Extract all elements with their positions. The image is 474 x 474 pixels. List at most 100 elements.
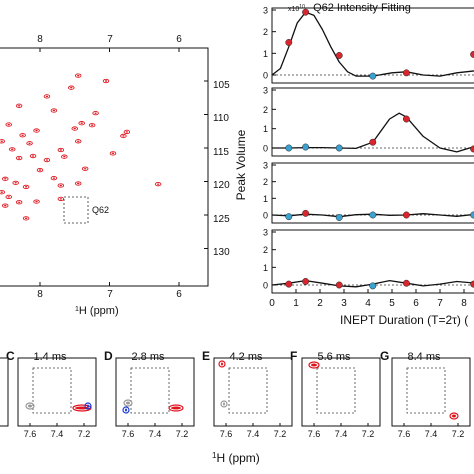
spectrum-peak	[12, 180, 19, 185]
slices-xlabel-sup: 1	[212, 451, 217, 460]
q62-box	[63, 196, 89, 224]
spectrum-peak	[2, 203, 9, 208]
slice-tick-label: 7.2	[176, 429, 189, 439]
spectrum-peak-core	[94, 112, 97, 114]
positive-point	[335, 281, 343, 289]
fit-curve	[271, 11, 474, 77]
slice-peak-core	[311, 363, 317, 367]
slice-letter: C	[6, 349, 15, 363]
negative-point	[369, 282, 377, 290]
spectrum-xtick-7-bottom: 7	[107, 289, 113, 300]
slice-panels: C 1.4 ms 7.6 7.4 7.2 D 2.8 ms 7.6 7.4 7.2 E 4.2 ms 7…	[0, 349, 471, 439]
positive-point	[285, 280, 293, 288]
spectrum-peak-core	[77, 182, 80, 185]
slice-zoom-box	[316, 367, 356, 414]
spectrum-ytick-130: 130	[213, 247, 230, 258]
slice-peak-core	[452, 414, 456, 418]
spectrum-peak	[5, 122, 12, 127]
spectrum-frame	[0, 47, 209, 287]
spectrum-peak-core	[21, 134, 24, 136]
negative-point	[470, 211, 474, 219]
spectrum-peak-core	[63, 156, 66, 158]
spectrum-peak-core	[122, 135, 125, 137]
spectrum-peak-core	[90, 124, 94, 126]
spectrum-peak-core	[17, 157, 21, 159]
spectrum-ytick-120: 120	[213, 180, 230, 191]
fitting-ytick-label: 2	[263, 105, 268, 115]
slice-peak	[220, 400, 228, 408]
spectrum-peak-core	[80, 122, 83, 124]
spectrum-peak	[74, 181, 82, 186]
negative-point	[369, 211, 377, 219]
slice-peak-core	[223, 402, 225, 406]
spectrum-xlabel-text: H (ppm)	[79, 305, 119, 317]
slice-peak	[168, 404, 184, 412]
spectrum-peak	[120, 133, 127, 139]
spectrum-peak	[2, 176, 9, 181]
fitting-ytick-label: 1	[263, 194, 268, 204]
slice-letter: E	[202, 349, 210, 363]
spectrum-peak-core	[77, 74, 80, 77]
spectrum-peak-core	[24, 217, 28, 220]
spectrum-peak-core	[11, 148, 14, 151]
slice-tick-label: 7.4	[425, 429, 438, 439]
spectrum-peak	[81, 166, 89, 171]
spectrum-peak	[74, 73, 82, 78]
fitting-panel-frame	[271, 7, 474, 84]
spectrum-peak	[22, 216, 30, 221]
spectrum-peak	[154, 182, 162, 187]
negative-point	[285, 144, 293, 152]
fitting-xtick-3: 3	[341, 298, 347, 309]
slice-tick-label: 7.4	[51, 429, 64, 439]
fitting-xtick-8: 8	[461, 298, 467, 309]
negative-point	[285, 213, 293, 221]
spectrum-peak	[33, 128, 40, 133]
fitting-ytick-label: 0	[263, 71, 268, 81]
spectrum-peak	[109, 151, 117, 156]
spectrum-peak-core	[77, 140, 80, 142]
slice-tick-label: 7.2	[78, 429, 91, 439]
spectrum-peak	[78, 121, 85, 126]
slice-peak	[218, 360, 226, 368]
slice-tick-label: 7.2	[362, 429, 375, 439]
spectrum-peak-core	[52, 177, 56, 179]
spectrum-peak	[88, 123, 96, 128]
fitting-xtick-4: 4	[365, 298, 371, 309]
spectrum-peak	[15, 103, 23, 108]
spectrum-peak-core	[35, 200, 38, 203]
spectrum-peak-core	[45, 95, 49, 98]
spectrum-peak-core	[4, 204, 7, 207]
slice-peak-core	[87, 404, 89, 408]
spectrum-peak	[0, 139, 6, 144]
positive-point	[470, 145, 474, 153]
fitting-ytick-label: 1	[263, 124, 268, 134]
positive-point	[470, 280, 474, 288]
spectrum-peak	[0, 190, 6, 195]
spectrum-peak	[19, 133, 26, 138]
fitting-xtick-0: 0	[269, 298, 275, 309]
spectrum-peak	[50, 108, 58, 113]
hsqc-spectrum: 8 7 6 8 7 6 105 110 115 120 125 130 Q62 …	[0, 34, 230, 317]
slice-tick-label: 7.4	[335, 429, 348, 439]
fitting-panel-frame	[271, 229, 474, 294]
spectrum-xtick-6: 6	[176, 34, 182, 45]
slice-time: 1.4 ms	[33, 351, 67, 363]
slice-peak-core	[221, 362, 223, 366]
spectrum-peak	[15, 200, 23, 205]
spectrum-peak	[33, 199, 40, 204]
slice-tick-label: 7.4	[247, 429, 260, 439]
fitting-panels: 0 1 2 3 0 1 2 3 0 1 2 3 0 1 2 3	[263, 6, 474, 294]
slice-peak-core	[126, 401, 130, 405]
spectrum-peak-core	[125, 131, 129, 133]
spectrum-peak	[43, 94, 51, 99]
fitting-scale: x1010	[288, 4, 305, 13]
spectrum-peak	[68, 85, 75, 90]
fitting-xlabel: INEPT Duration (T=2τ) (	[340, 313, 468, 327]
slice-tick-label: 7.6	[308, 429, 321, 439]
slice-peak-core	[28, 404, 32, 408]
slice-tick-label: 7.4	[149, 429, 162, 439]
slice-peak	[84, 402, 92, 410]
fitting-ytick-label: 1	[263, 263, 268, 273]
fitting-xtick-5: 5	[389, 298, 395, 309]
